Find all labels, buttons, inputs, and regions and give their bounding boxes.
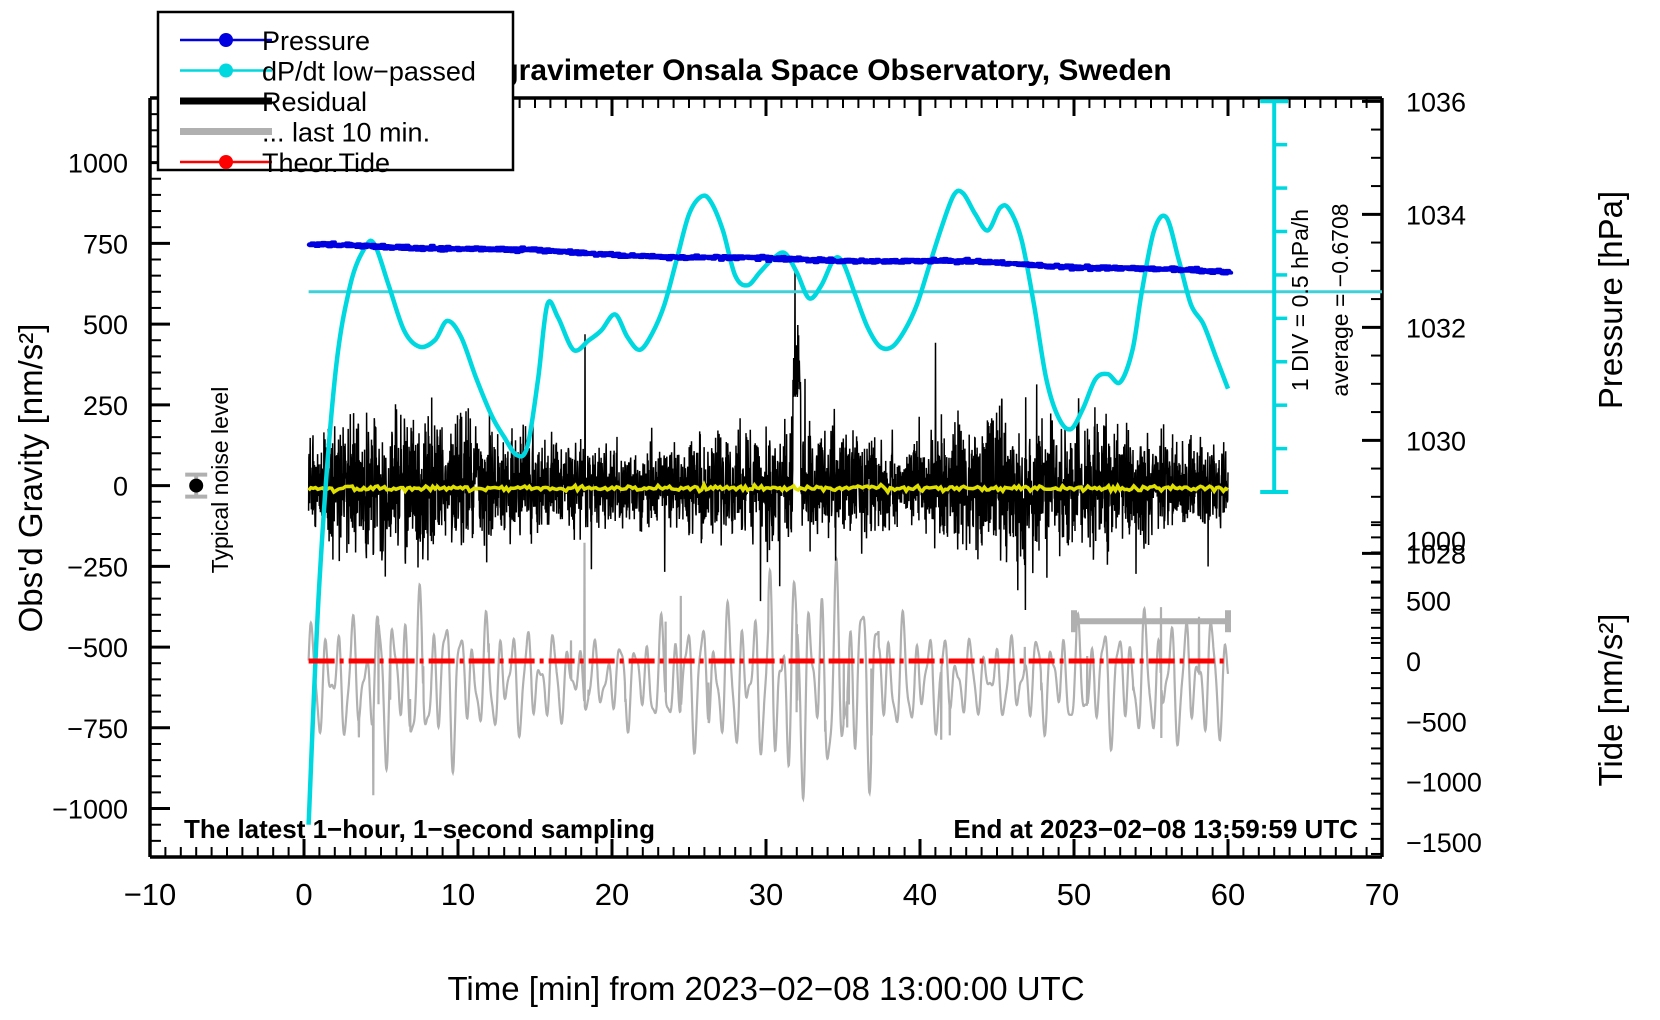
series-last-10-min [307, 542, 1230, 803]
y-right-tide-tick-label: −1500 [1406, 828, 1482, 858]
y-left-tick-label: 750 [83, 229, 128, 259]
y-left-tick-label: −1000 [52, 795, 128, 825]
y-left-tick-label: −250 [67, 552, 128, 582]
y-axis-left-ticks [150, 97, 170, 842]
y-axis-right-pressure-labels: 1036 1034 1032 1030 1028 [1406, 87, 1466, 569]
series-zero-reference [307, 480, 1229, 496]
legend-marker-dot [219, 33, 233, 47]
legend-label: Residual [262, 87, 367, 117]
y-right-tide-tick-label: 500 [1406, 587, 1451, 617]
y-left-tick-label: 1000 [68, 149, 128, 179]
dpdt-scalebar [1260, 99, 1289, 495]
legend-label: Pressure [262, 26, 370, 56]
dpdt-average-label: average = −0.6708 [1327, 203, 1353, 396]
y-axis-right-tide-labels: 1000 500 0 −500 −1000 −1500 [1406, 526, 1482, 858]
typical-noise-level-label: Typical noise level [207, 387, 233, 574]
y-left-tick-label: −750 [67, 714, 128, 744]
legend-entry[interactable]: Residual [180, 87, 367, 117]
x-tick-label: 20 [595, 877, 629, 912]
legend-label: Theor.Tide [262, 148, 390, 178]
y-right-pressure-tick-label: 1028 [1406, 539, 1466, 569]
legend-label: dP/dt low−passed [262, 57, 476, 87]
y-axis-right-tide-title: Tide [nm/s²] [1592, 614, 1629, 787]
y-right-pressure-tick-label: 1030 [1406, 426, 1466, 456]
end-time-note: End at 2023−02−08 13:59:59 UTC [953, 814, 1358, 844]
x-tick-label: 70 [1365, 877, 1399, 912]
series-residual [307, 270, 1229, 611]
sampling-note: The latest 1−hour, 1−second sampling [184, 814, 655, 844]
y-left-tick-label: 0 [113, 472, 128, 502]
x-axis-tick-labels: −10 0 10 20 30 40 50 60 70 [124, 877, 1400, 912]
legend-entry[interactable]: Pressure [180, 26, 370, 56]
x-tick-label: 10 [441, 877, 475, 912]
y-left-tick-label: −500 [67, 633, 128, 663]
y-axis-right-pressure-title: Pressure [hPa] [1592, 191, 1629, 409]
legend-marker-dot [219, 155, 233, 169]
y-left-tick-label: 250 [83, 391, 128, 421]
div-scale-label: 1 DIV = 0.5 hPa/h [1287, 209, 1313, 391]
y-right-pressure-tick-label: 1032 [1406, 313, 1466, 343]
y-right-tide-tick-label: −500 [1406, 707, 1467, 737]
noise-level-errorbar [185, 472, 208, 499]
y-axis-right-ticks [1362, 99, 1382, 855]
x-tick-label: −10 [124, 877, 177, 912]
legend-marker-dot [219, 63, 233, 78]
series-pressure [306, 240, 1234, 276]
legend-label: ... last 10 min. [262, 118, 430, 148]
y-right-pressure-tick-label: 1034 [1406, 200, 1466, 230]
x-tick-label: 30 [749, 877, 783, 912]
y-right-tide-tick-label: 0 [1406, 647, 1421, 677]
legend-entry[interactable]: ... last 10 min. [180, 118, 430, 148]
y-left-tick-label: 500 [83, 310, 128, 340]
y-axis-left-title: Obs'd Gravity [nm/s²] [12, 324, 49, 633]
y-axis-left-tick-labels: 1000 750 500 250 0 −250 −500 −750 −1000 [52, 149, 128, 825]
y-right-pressure-tick-label: 1036 [1406, 87, 1466, 117]
x-axis-title: Time [min] from 2023−02−08 13:00:00 UTC [447, 970, 1084, 1007]
grey-scalebar [1071, 610, 1231, 633]
x-tick-label: 50 [1057, 877, 1091, 912]
legend-box [156, 10, 515, 172]
x-tick-label: 0 [295, 877, 312, 912]
y-right-tide-tick-label: 1000 [1406, 526, 1466, 556]
y-right-tide-tick-label: −1000 [1406, 768, 1482, 798]
x-tick-label: 40 [903, 877, 937, 912]
legend-entry[interactable]: Theor.Tide [180, 148, 390, 178]
legend-entry[interactable]: dP/dt low−passed [180, 57, 476, 87]
x-tick-label: 60 [1211, 877, 1245, 912]
